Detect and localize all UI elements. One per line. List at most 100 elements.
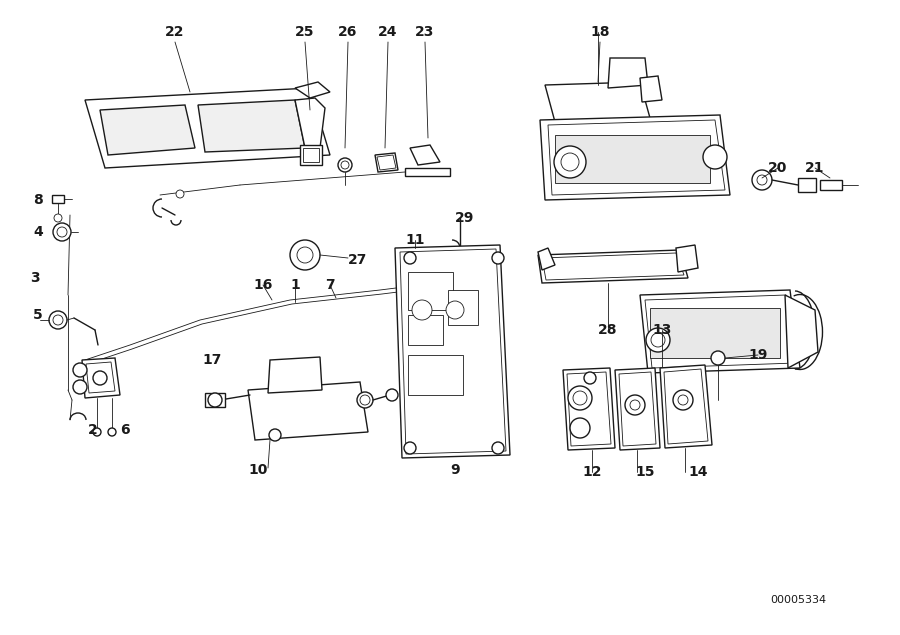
Text: 11: 11 — [405, 233, 425, 247]
Circle shape — [412, 300, 432, 320]
Polygon shape — [85, 88, 330, 168]
Polygon shape — [640, 290, 800, 373]
Polygon shape — [295, 82, 330, 98]
Polygon shape — [538, 248, 555, 270]
Text: 12: 12 — [582, 465, 602, 479]
Bar — [448, 290, 478, 325]
Circle shape — [757, 175, 767, 185]
Polygon shape — [100, 105, 195, 155]
Circle shape — [492, 442, 504, 454]
Polygon shape — [268, 357, 322, 393]
Text: 6: 6 — [121, 423, 130, 437]
Bar — [820, 180, 842, 190]
Polygon shape — [548, 120, 725, 195]
Circle shape — [73, 363, 87, 377]
Text: 13: 13 — [652, 323, 671, 337]
Circle shape — [568, 386, 592, 410]
Polygon shape — [645, 295, 796, 368]
Polygon shape — [395, 245, 510, 458]
Polygon shape — [542, 253, 684, 280]
Circle shape — [452, 330, 468, 346]
Text: 19: 19 — [748, 348, 768, 362]
Text: 3: 3 — [31, 271, 40, 285]
Polygon shape — [567, 372, 611, 446]
Text: 7: 7 — [325, 278, 335, 292]
Circle shape — [57, 227, 67, 237]
Text: 16: 16 — [253, 278, 273, 292]
Polygon shape — [785, 295, 818, 368]
Circle shape — [269, 429, 281, 441]
Polygon shape — [377, 155, 396, 170]
Circle shape — [208, 393, 222, 407]
Polygon shape — [538, 250, 688, 283]
Circle shape — [53, 315, 63, 325]
Text: 00005334: 00005334 — [770, 595, 826, 605]
Polygon shape — [295, 98, 325, 148]
Circle shape — [73, 380, 87, 394]
Text: 1: 1 — [290, 278, 300, 292]
Text: 2: 2 — [88, 423, 98, 437]
Polygon shape — [545, 82, 650, 122]
Circle shape — [625, 395, 645, 415]
Circle shape — [49, 311, 67, 329]
Text: 14: 14 — [688, 465, 707, 479]
Bar — [405, 168, 450, 176]
Circle shape — [678, 395, 688, 405]
Text: 8: 8 — [33, 193, 43, 207]
Polygon shape — [82, 358, 120, 398]
Polygon shape — [410, 145, 440, 165]
Text: 20: 20 — [769, 161, 788, 175]
Bar — [303, 148, 319, 162]
Polygon shape — [615, 368, 660, 450]
Circle shape — [651, 333, 665, 347]
Bar — [52, 195, 64, 203]
Text: 25: 25 — [295, 25, 315, 39]
Circle shape — [752, 170, 772, 190]
Circle shape — [404, 252, 416, 264]
Text: 23: 23 — [415, 25, 435, 39]
Circle shape — [338, 158, 352, 172]
Text: 15: 15 — [635, 465, 655, 479]
Polygon shape — [198, 100, 305, 152]
Polygon shape — [660, 365, 712, 448]
Polygon shape — [375, 153, 398, 172]
Bar — [555, 135, 710, 183]
Circle shape — [108, 428, 116, 436]
Circle shape — [711, 351, 725, 365]
Circle shape — [456, 334, 464, 342]
Circle shape — [93, 428, 101, 436]
Circle shape — [357, 392, 373, 408]
Bar — [300, 145, 322, 165]
Text: 5: 5 — [33, 308, 43, 322]
Polygon shape — [640, 76, 662, 102]
Text: 27: 27 — [348, 253, 368, 267]
Circle shape — [584, 372, 596, 384]
Text: 10: 10 — [248, 463, 267, 477]
Circle shape — [646, 328, 670, 352]
Circle shape — [360, 395, 370, 405]
Circle shape — [561, 153, 579, 171]
Circle shape — [570, 418, 590, 438]
Circle shape — [630, 400, 640, 410]
Circle shape — [573, 391, 587, 405]
Text: 28: 28 — [598, 323, 617, 337]
Circle shape — [404, 442, 416, 454]
Circle shape — [53, 223, 71, 241]
Bar — [798, 178, 816, 192]
Polygon shape — [664, 369, 708, 444]
Bar — [408, 315, 443, 345]
Text: 22: 22 — [166, 25, 184, 39]
Polygon shape — [86, 362, 115, 393]
Text: 17: 17 — [202, 353, 221, 367]
Circle shape — [673, 390, 693, 410]
Circle shape — [341, 161, 349, 169]
Text: 29: 29 — [455, 211, 474, 225]
Polygon shape — [248, 382, 368, 440]
Circle shape — [386, 389, 398, 401]
Bar — [650, 308, 780, 358]
Circle shape — [297, 247, 313, 263]
Text: 26: 26 — [338, 25, 357, 39]
Circle shape — [176, 190, 184, 198]
Polygon shape — [400, 249, 506, 454]
Bar — [205, 393, 225, 407]
